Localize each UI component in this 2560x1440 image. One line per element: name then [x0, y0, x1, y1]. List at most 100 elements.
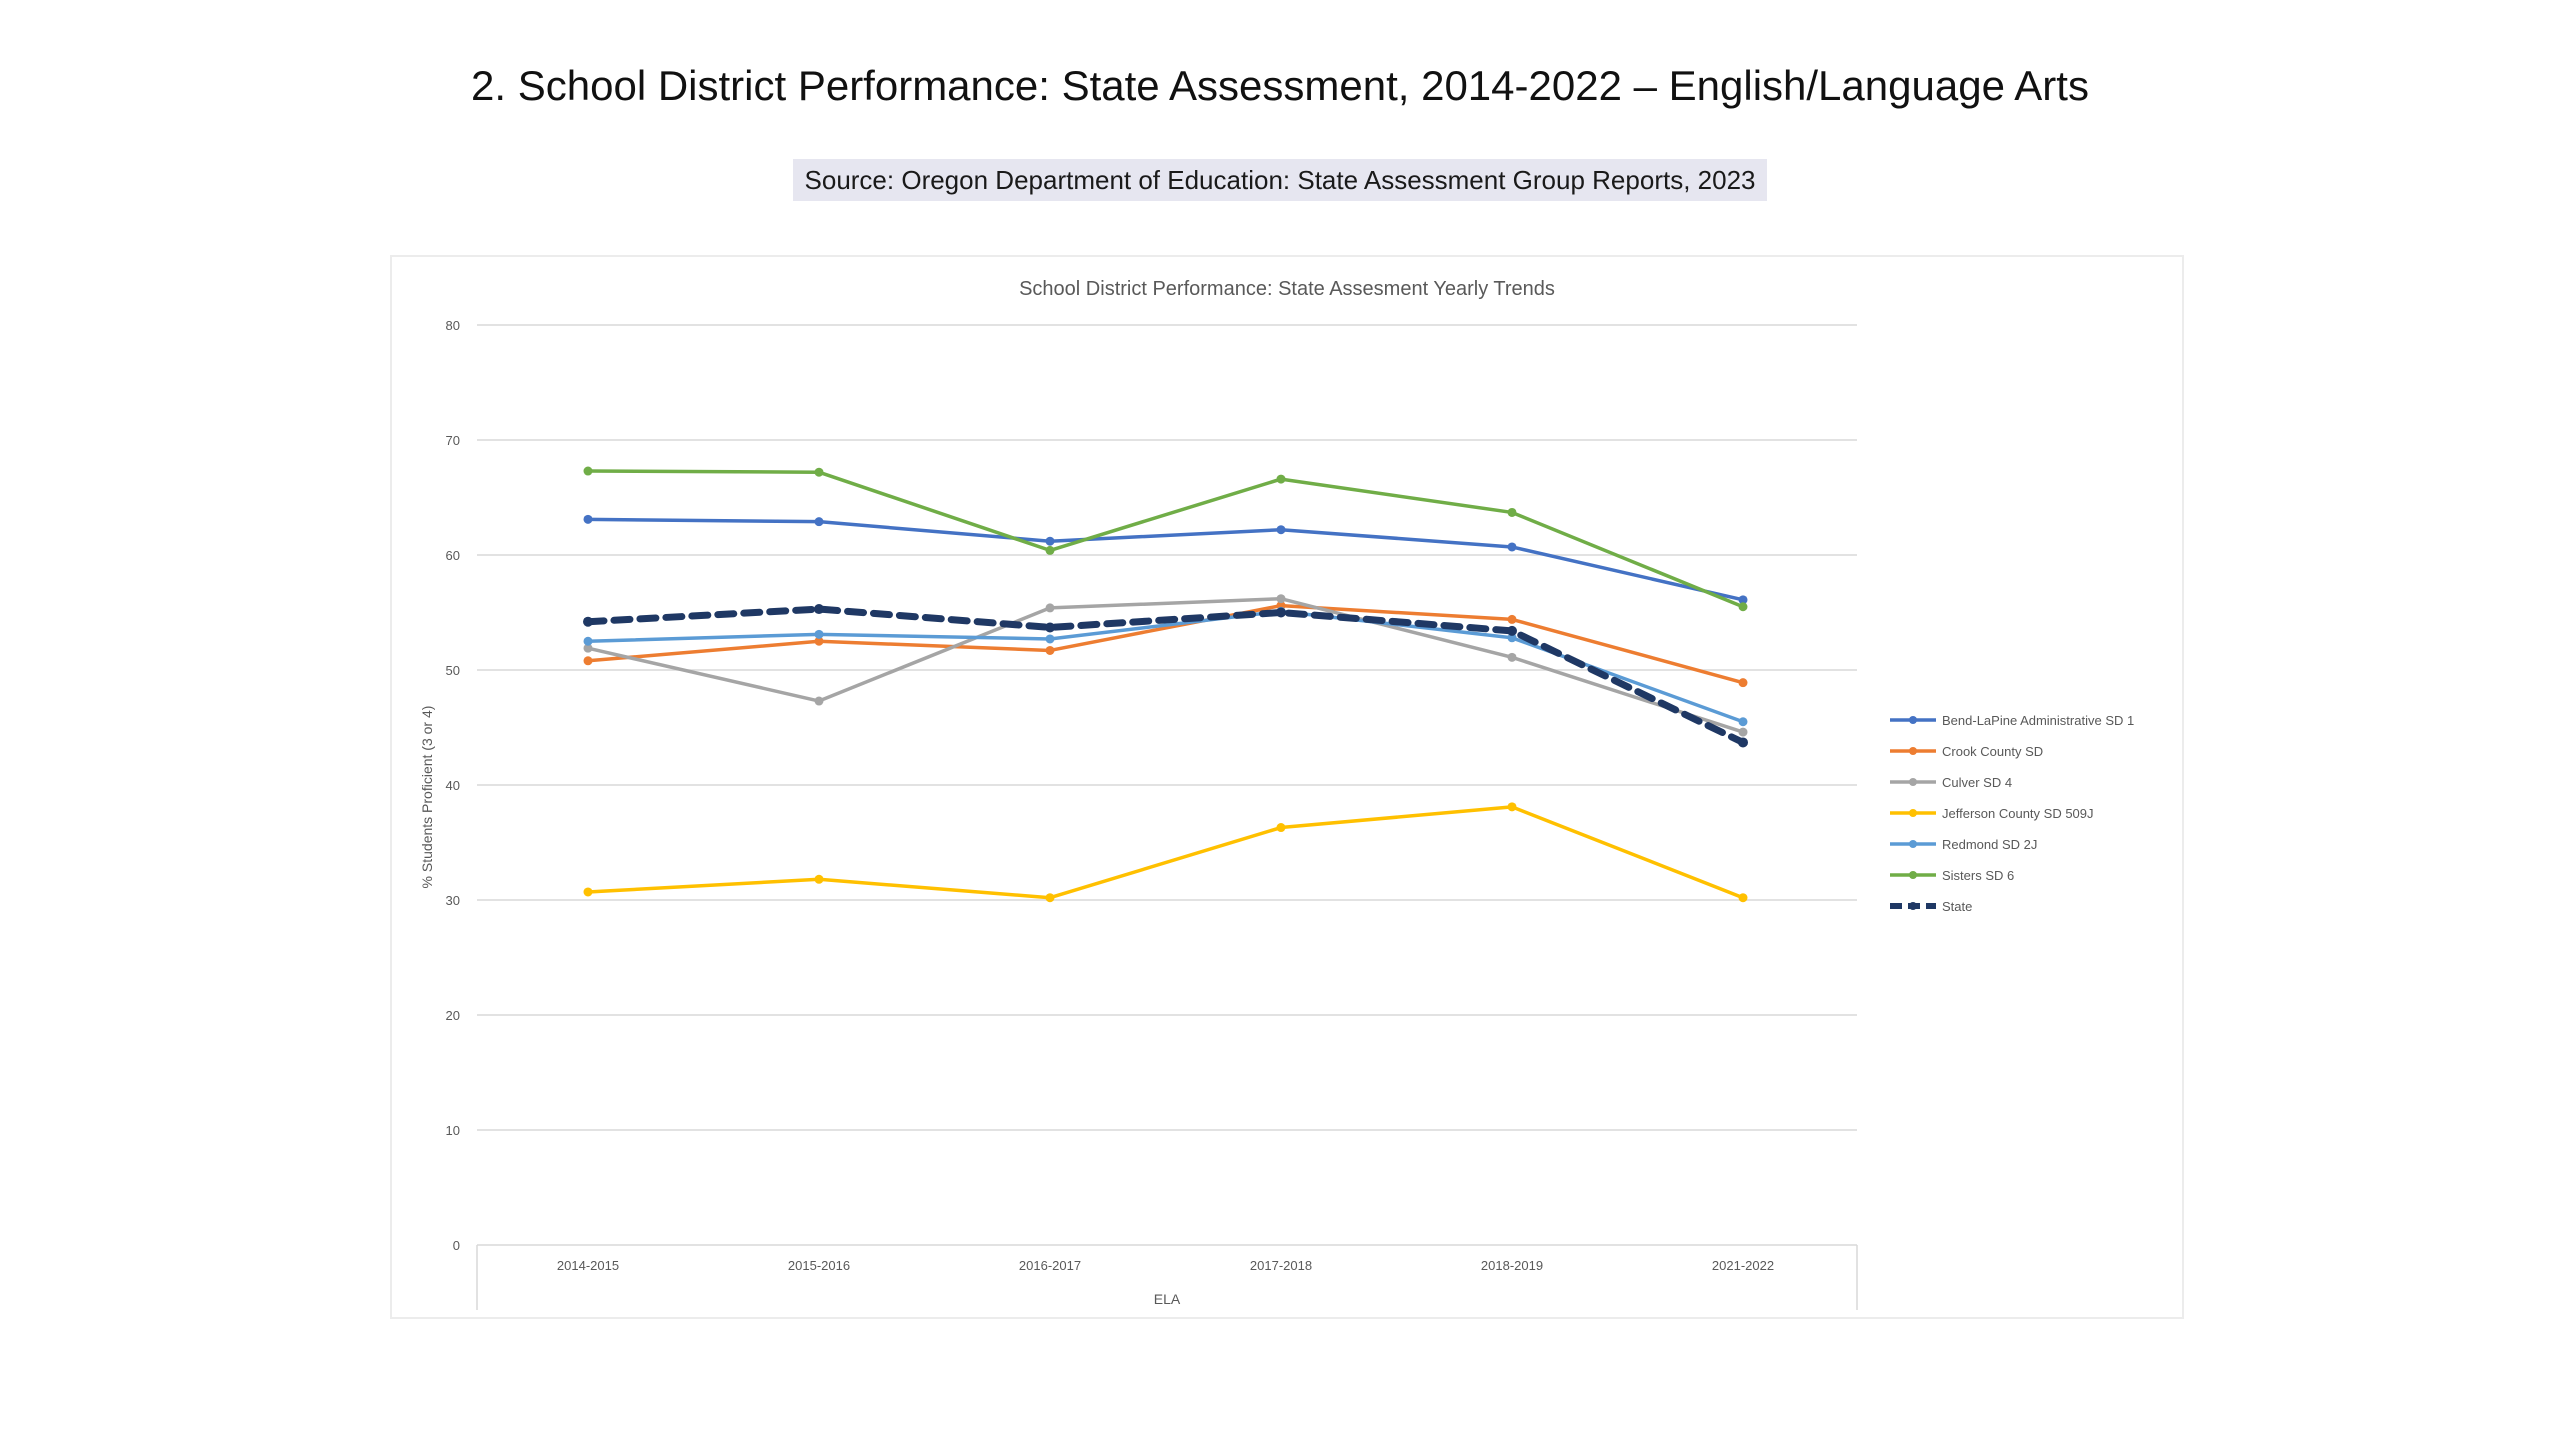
series-line [586, 469, 1745, 609]
series-lines [583, 466, 1748, 903]
legend: Bend-LaPine Administrative SD 1 Crook Cou… [1890, 713, 2134, 914]
data-point [583, 616, 593, 627]
y-tick-label: 50 [446, 663, 460, 678]
data-point [1738, 737, 1748, 748]
data-point [583, 514, 593, 524]
series-line [586, 805, 1745, 900]
legend-marker [1909, 902, 1917, 910]
data-point [583, 466, 593, 476]
y-tick-label: 60 [446, 548, 460, 563]
data-point [814, 696, 824, 706]
data-point [1045, 622, 1055, 633]
data-point [1738, 717, 1748, 727]
data-point [1507, 625, 1517, 636]
data-point [1507, 614, 1517, 624]
data-point [1738, 595, 1748, 605]
x-tick-label: 2017-2018 [1250, 1258, 1312, 1273]
data-point [814, 604, 824, 615]
legend-item: Sisters SD 6 [1890, 868, 2014, 883]
data-point [583, 656, 593, 666]
x-tick-label: 2018-2019 [1481, 1258, 1543, 1273]
data-point [583, 643, 593, 653]
data-point [583, 887, 593, 897]
data-point [1045, 645, 1055, 655]
data-point [1045, 893, 1055, 903]
legend-item: Redmond SD 2J [1890, 837, 2037, 852]
data-point [1507, 633, 1517, 643]
legend-label: Redmond SD 2J [1942, 837, 2037, 852]
series-line [586, 603, 1745, 685]
x-tick-label: 2015-2016 [788, 1258, 850, 1273]
legend-marker [1909, 747, 1917, 755]
series-state [583, 604, 1748, 748]
legend-marker [1909, 840, 1917, 848]
y-tick-label: 30 [446, 893, 460, 908]
legend-marker [1909, 716, 1917, 724]
source-wrap: Source: Oregon Department of Education: … [0, 159, 2560, 201]
legend-item: State [1890, 899, 1972, 914]
data-point [1738, 727, 1748, 737]
legend-label: Bend-LaPine Administrative SD 1 [1942, 713, 2134, 728]
data-point [1276, 607, 1286, 618]
line-chart: School District Performance: State Asses… [419, 278, 2134, 1310]
legend-label: State [1942, 899, 1972, 914]
legend-label: Culver SD 4 [1942, 775, 2012, 790]
legend-marker [1909, 778, 1917, 786]
data-point [583, 636, 593, 646]
series-line [586, 596, 1745, 734]
series-sisters-sd-6 [583, 466, 1748, 612]
data-point [1507, 802, 1517, 812]
legend-label: Sisters SD 6 [1942, 868, 2014, 883]
data-point [814, 636, 824, 646]
data-point [1276, 823, 1286, 833]
legend-item: Jefferson County SD 509J [1890, 806, 2094, 821]
data-point [1738, 893, 1748, 903]
y-axis-title: % Students Proficient (3 or 4) [419, 706, 435, 889]
data-point [814, 874, 824, 884]
source-note: Source: Oregon Department of Education: … [792, 159, 1768, 201]
y-tick-label: 80 [446, 318, 460, 333]
series-culver-sd-4 [583, 594, 1748, 737]
legend-label: Jefferson County SD 509J [1942, 806, 2094, 821]
data-point [1045, 603, 1055, 613]
y-tick-label: 70 [446, 433, 460, 448]
data-point [1276, 474, 1286, 484]
data-point [1045, 536, 1055, 546]
x-tick-label: 2014-2015 [557, 1258, 619, 1273]
slide-title: 2. School District Performance: State As… [471, 62, 2089, 109]
y-tick-label: 0 [453, 1238, 460, 1253]
data-point [1276, 594, 1286, 604]
data-point [814, 517, 824, 527]
data-point [1507, 507, 1517, 517]
chart-frame: School District Performance: State Asses… [390, 255, 2184, 1319]
y-tick-label: 40 [446, 778, 460, 793]
chart-title: School District Performance: State Asses… [1019, 278, 1555, 300]
series-bend-lapine-administrative-sd-1 [583, 514, 1748, 605]
data-point [814, 629, 824, 639]
legend-item: Bend-LaPine Administrative SD 1 [1890, 713, 2134, 728]
x-tick-label: 2021-2022 [1712, 1258, 1774, 1273]
data-point [1738, 602, 1748, 612]
data-point [814, 467, 824, 477]
y-tick-label: 20 [446, 1008, 460, 1023]
legend-item: Culver SD 4 [1890, 775, 2012, 790]
axes: 0 10 20 30 40 50 60 70 80 2014-2015 2015-2016 2016-… [446, 318, 1858, 1310]
data-point [1507, 652, 1517, 662]
x-axis-title: ELA [1154, 1291, 1181, 1307]
data-point [1507, 542, 1517, 552]
series-crook-county-sd [583, 601, 1748, 688]
legend-item: Crook County SD [1890, 744, 2043, 759]
legend-marker [1909, 809, 1917, 817]
data-point [1276, 525, 1286, 535]
data-point [1045, 545, 1055, 555]
data-point [1738, 678, 1748, 688]
series-line [584, 605, 1747, 746]
series-redmond-sd-2j [583, 606, 1748, 727]
legend-marker [1909, 871, 1917, 879]
series-line [586, 517, 1745, 602]
y-tick-label: 10 [446, 1123, 460, 1138]
x-tick-label: 2016-2017 [1019, 1258, 1081, 1273]
series-jefferson-county-sd-509j [583, 802, 1748, 903]
legend-label: Crook County SD [1942, 744, 2043, 759]
gridlines [477, 324, 1857, 1246]
